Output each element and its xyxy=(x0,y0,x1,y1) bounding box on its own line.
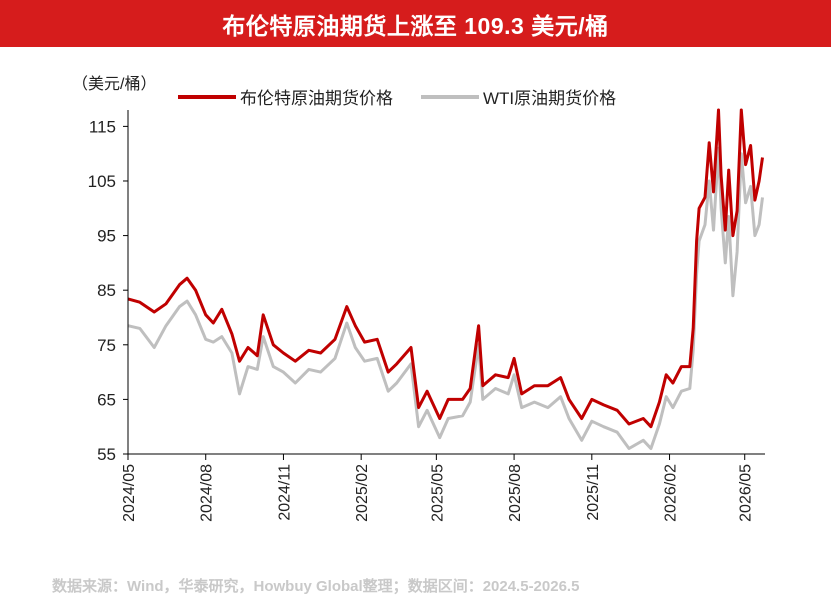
y-tick-label: 55 xyxy=(97,445,116,464)
y-tick-label: 105 xyxy=(88,172,116,191)
legend-swatch-wti xyxy=(421,94,479,99)
legend-label-wti: WTI原油期货价格 xyxy=(483,89,617,108)
legend-label-brent: 布伦特原油期货价格 xyxy=(240,89,393,108)
legend-swatch-brent xyxy=(178,94,236,99)
series-line-brent xyxy=(127,108,764,429)
chart-legend: 布伦特原油期货价格 WTI原油期货价格 xyxy=(178,84,644,109)
x-tick-label: 2026/02 xyxy=(663,464,680,522)
chart-title: 布伦特原油期货上涨至 109.3 美元/桶 xyxy=(0,0,831,47)
legend-item-brent: 布伦特原油期货价格 xyxy=(178,84,393,109)
x-tick-label: 2024/05 xyxy=(121,464,138,522)
y-tick-label: 115 xyxy=(89,117,116,136)
x-tick-label: 2025/11 xyxy=(585,464,602,521)
x-tick-label: 2026/05 xyxy=(738,464,755,522)
x-tick-label: 2024/11 xyxy=(276,464,293,521)
y-tick-label: 85 xyxy=(97,281,116,300)
y-tick-label: 65 xyxy=(97,390,116,409)
x-tick-label: 2025/08 xyxy=(507,464,524,522)
x-tick-label: 2025/02 xyxy=(354,464,371,522)
x-tick-label: 2024/08 xyxy=(199,464,216,522)
y-axis-unit-label: （美元/桶） xyxy=(72,76,157,93)
source-note: 数据来源：Wind，华泰研究，Howbuy Global整理；数据区间：2024… xyxy=(52,578,580,595)
y-tick-label: 95 xyxy=(97,227,116,246)
series-line-wti xyxy=(127,146,764,450)
x-tick-label: 2025/05 xyxy=(429,464,446,522)
y-tick-label: 75 xyxy=(97,336,116,355)
legend-item-wti: WTI原油期货价格 xyxy=(421,84,616,109)
